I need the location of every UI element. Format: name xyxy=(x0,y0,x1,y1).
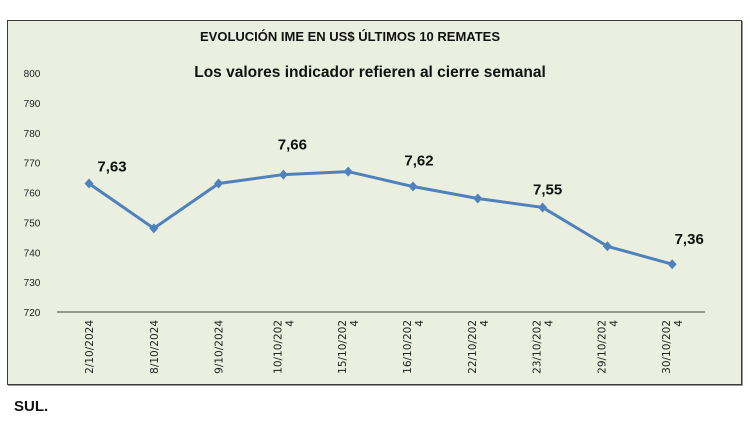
data-label: 7,63 xyxy=(97,159,126,176)
data-label: 7,66 xyxy=(278,137,307,154)
chart-title: EVOLUCIÓN IME EN US$ ÚLTIMOS 10 REMATES xyxy=(200,29,500,44)
data-point xyxy=(667,259,677,270)
x-tick-label: 30/10/2024 xyxy=(661,320,685,374)
chart-frame xyxy=(7,20,742,385)
y-tick-label: 730 xyxy=(24,278,41,289)
y-tick-label: 760 xyxy=(24,189,41,200)
data-label: 7,62 xyxy=(404,153,433,170)
x-tick-label: 22/10/2024 xyxy=(467,320,491,374)
data-point xyxy=(214,178,224,189)
data-point xyxy=(278,169,288,180)
y-tick-label: 750 xyxy=(24,218,41,229)
data-point xyxy=(149,223,159,234)
data-label: 7,36 xyxy=(675,231,704,248)
data-point xyxy=(602,241,612,252)
data-point xyxy=(538,202,548,213)
x-tick-label: 29/10/2024 xyxy=(596,320,620,374)
y-tick-label: 770 xyxy=(24,159,41,170)
x-tick-label: 9/10/2024 xyxy=(214,320,226,374)
y-tick-label: 790 xyxy=(24,99,41,110)
x-tick-label: 8/10/2024 xyxy=(149,320,161,374)
x-tick-label: 2/10/2024 xyxy=(84,320,96,374)
x-tick-label: 15/10/2024 xyxy=(337,320,361,374)
series-line xyxy=(88,170,673,266)
y-tick-label: 800 xyxy=(24,69,41,80)
x-tick-label: 23/10/2024 xyxy=(532,320,556,374)
chart-subtitle: Los valores indicador refieren al cierre… xyxy=(194,64,546,81)
data-point xyxy=(473,193,483,204)
data-label: 7,55 xyxy=(533,181,562,198)
y-tick-label: 720 xyxy=(24,308,41,319)
y-tick-label: 780 xyxy=(24,129,41,140)
x-tick-label: 16/10/2024 xyxy=(402,320,426,374)
x-tick-label: 10/10/2024 xyxy=(272,320,296,374)
data-point xyxy=(408,181,418,192)
footer-text: SUL. xyxy=(14,398,49,415)
data-point xyxy=(343,166,353,177)
y-tick-label: 740 xyxy=(24,248,41,259)
data-point xyxy=(84,178,94,189)
